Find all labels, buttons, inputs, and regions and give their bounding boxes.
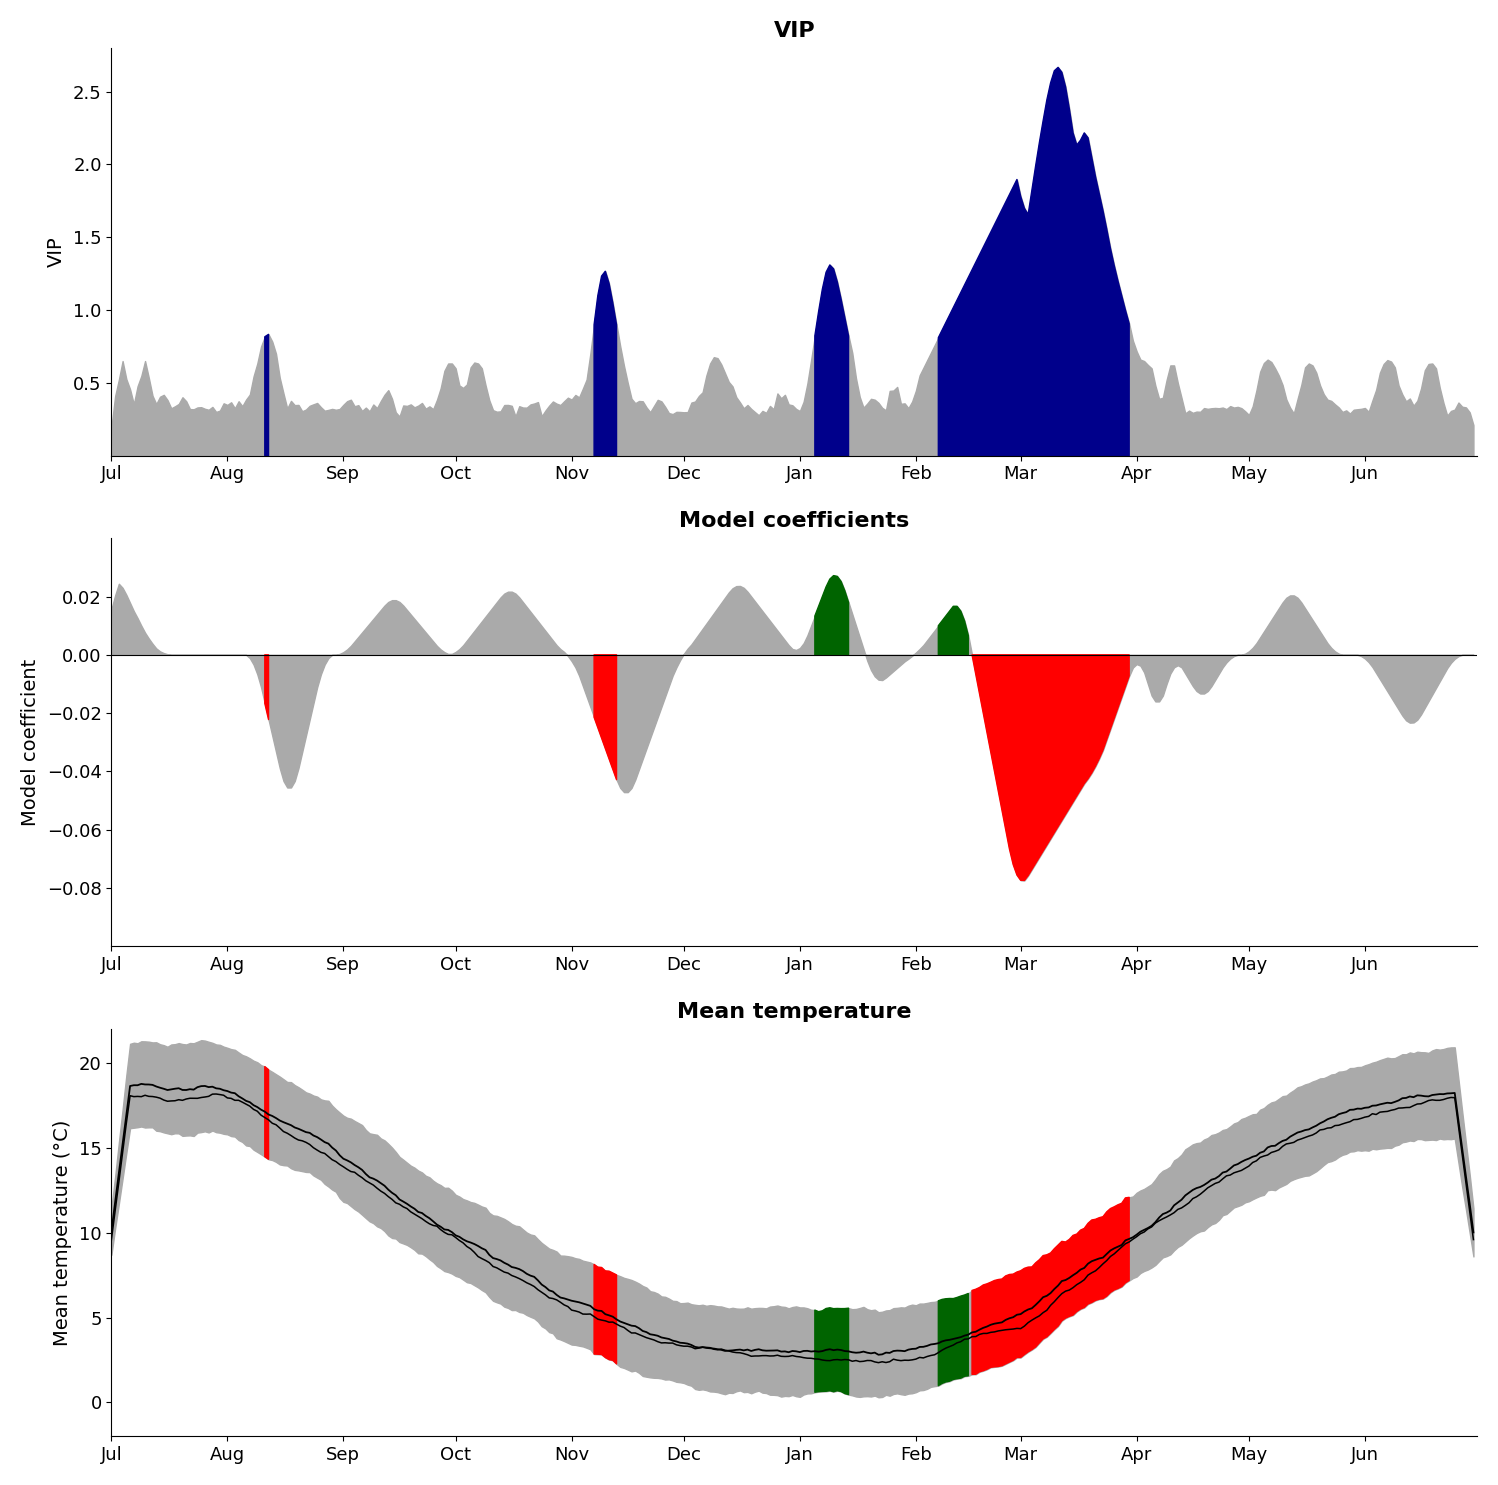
Y-axis label: Model coefficient: Model coefficient (21, 658, 40, 826)
Title: Mean temperature: Mean temperature (677, 1001, 911, 1022)
Y-axis label: VIP: VIP (46, 236, 66, 267)
Title: VIP: VIP (773, 21, 815, 40)
Title: Model coefficients: Model coefficients (679, 511, 909, 532)
Y-axis label: Mean temperature (°C): Mean temperature (°C) (52, 1120, 72, 1345)
